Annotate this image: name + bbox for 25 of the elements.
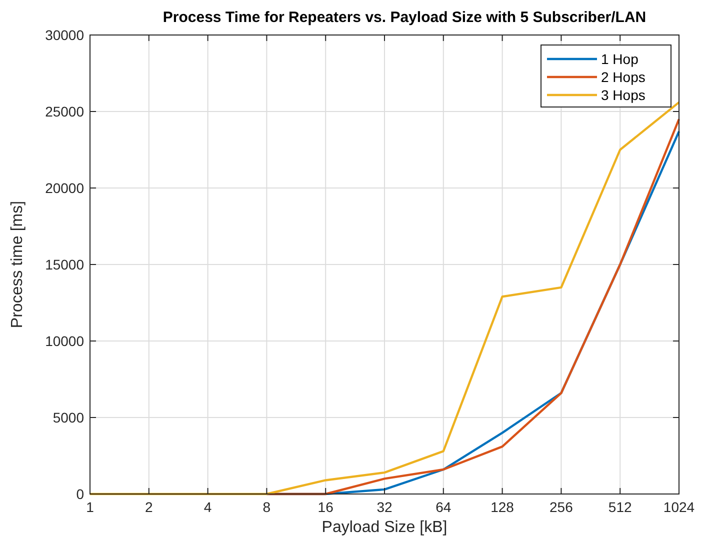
x-tick-label: 512 [608,499,632,515]
y-tick-label: 30000 [45,27,84,43]
x-tick-label: 256 [550,499,574,515]
legend-label: 1 Hop [601,51,639,67]
x-tick-label: 1024 [663,499,695,515]
y-axis-title: Process time [ms] [9,200,26,328]
x-tick-label: 4 [204,499,212,515]
x-axis-title: Payload Size [kB] [322,519,448,536]
x-tick-label: 128 [490,499,514,515]
y-tick-label: 5000 [52,410,84,426]
x-tick-label: 16 [318,499,334,515]
y-tick-label: 20000 [45,180,84,196]
x-tick-label: 8 [262,499,271,515]
x-tick-label: 64 [436,499,452,515]
line-series [88,101,680,496]
legend-label: 2 Hops [601,69,646,85]
y-tick-label: 0 [76,486,84,502]
y-tick-label: 15000 [45,256,84,272]
y-tick-label: 10000 [45,333,84,349]
x-tick-label: 2 [145,499,153,515]
x-tick-label: 32 [376,499,392,515]
y-tick-label: 25000 [45,104,84,120]
x-tick-label: 1 [86,499,94,515]
chart-title: Process Time for Repeaters vs. Payload Size with 5 Subscriber/LAN [162,9,646,26]
legend-label: 3 Hops [601,87,646,103]
